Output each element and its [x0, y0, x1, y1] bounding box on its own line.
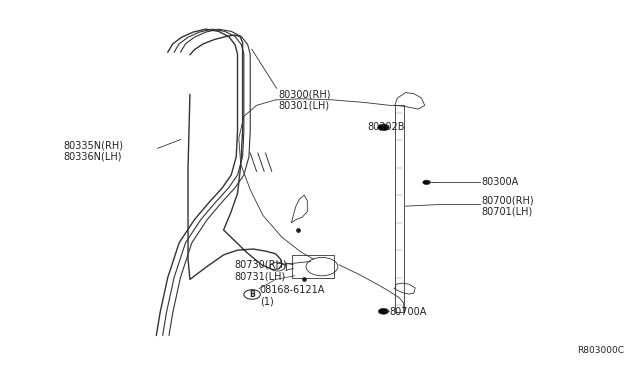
Circle shape	[423, 180, 430, 185]
Circle shape	[378, 308, 388, 314]
Text: 80300(RH)
80301(LH): 80300(RH) 80301(LH)	[279, 89, 332, 111]
Text: R803000C: R803000C	[577, 346, 625, 355]
Text: 80302B: 80302B	[367, 122, 405, 132]
Circle shape	[378, 124, 389, 131]
Text: 80700(RH)
80701(LH): 80700(RH) 80701(LH)	[482, 195, 534, 217]
Text: B: B	[249, 290, 255, 299]
Text: 80730(RH)
80731(LH): 80730(RH) 80731(LH)	[234, 260, 287, 281]
Text: 80300A: 80300A	[482, 177, 519, 187]
Text: 08168-6121A
(1): 08168-6121A (1)	[260, 285, 325, 307]
Text: 80335N(RH)
80336N(LH): 80335N(RH) 80336N(LH)	[63, 140, 123, 162]
Text: 80700A: 80700A	[390, 307, 427, 317]
